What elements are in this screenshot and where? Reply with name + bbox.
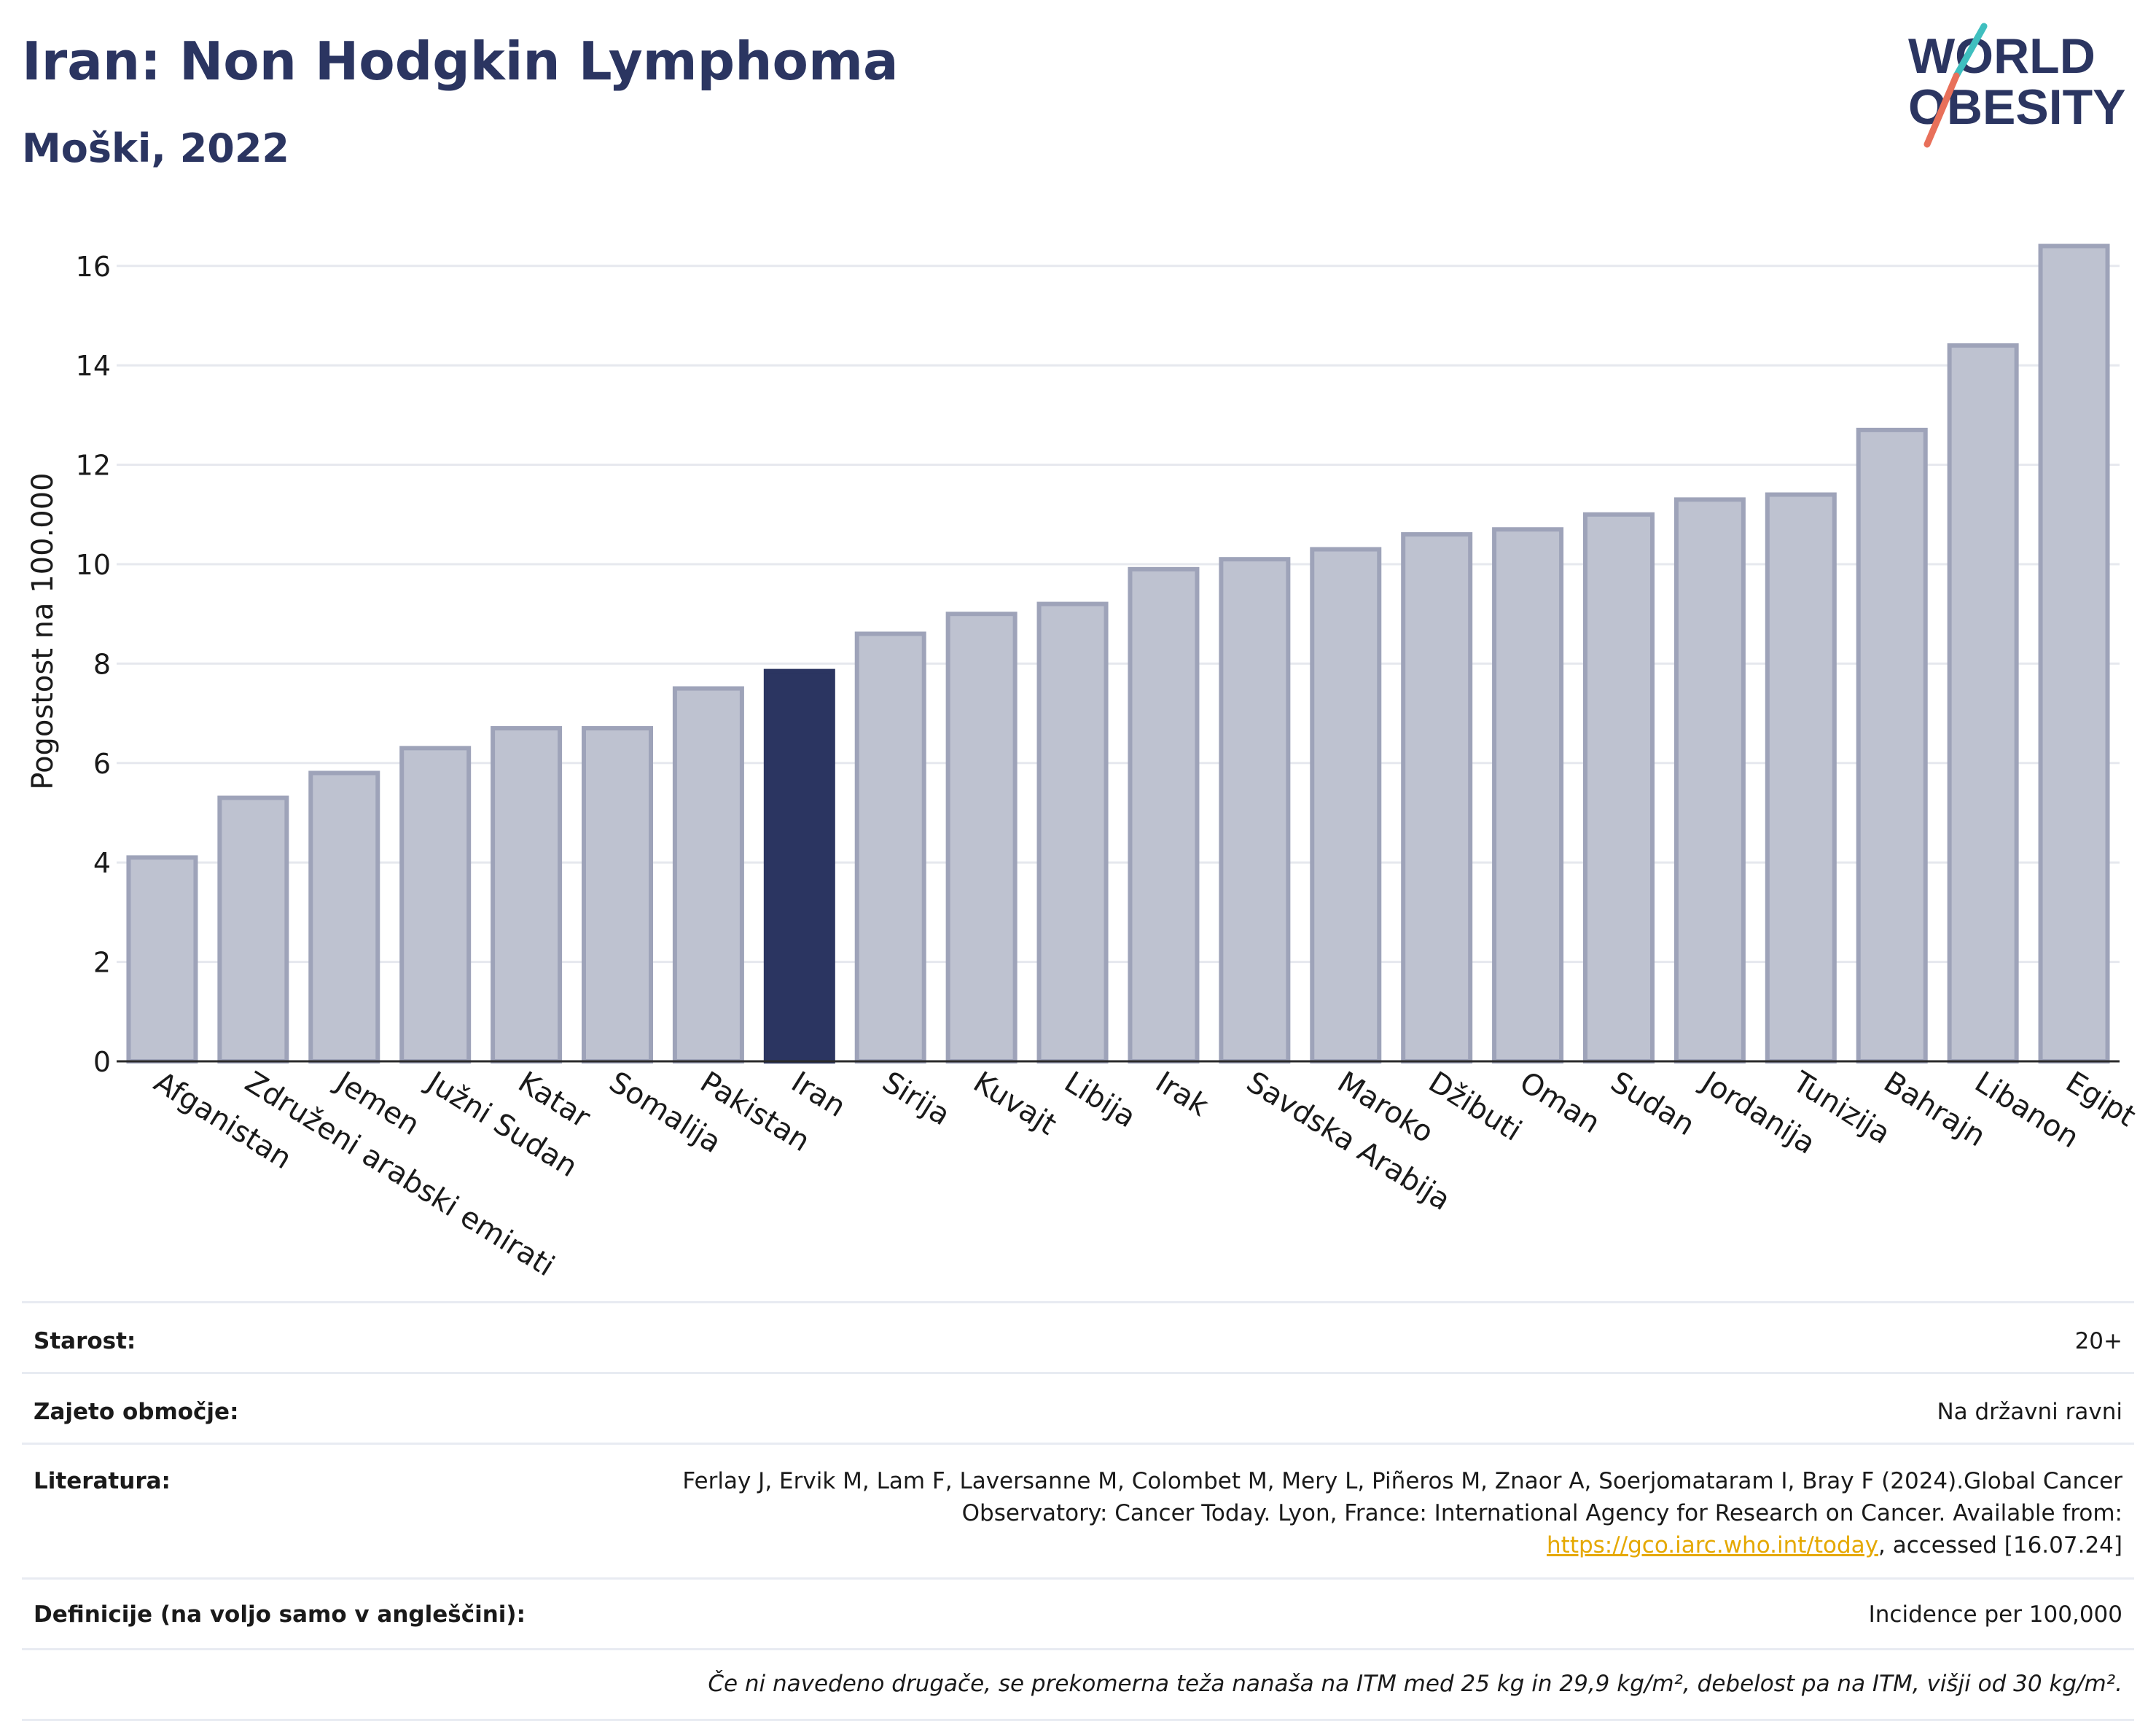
- definitions-value: Incidence per 100,000: [1868, 1601, 2122, 1628]
- x-tick-label: Iran: [786, 1065, 852, 1123]
- bar-libija: [1036, 601, 1109, 1064]
- bar-jordanija: [1673, 497, 1746, 1064]
- literature-link[interactable]: https://gco.iarc.who.int/today: [1547, 1532, 1878, 1558]
- y-tick-label: 4: [93, 847, 111, 879]
- meta-row-note: Če ni navedeno drugače, se prekomerna te…: [22, 1648, 2134, 1721]
- bars: [126, 243, 2110, 1064]
- x-tick-label: Libanon: [1969, 1065, 2085, 1155]
- x-tick-label: Irak: [1149, 1065, 1214, 1123]
- bar-iran: [763, 668, 835, 1064]
- bar-tunizija: [1765, 492, 1837, 1064]
- y-axis-label: Pogostost na 100.000: [26, 472, 60, 789]
- bar-jemen: [308, 770, 380, 1064]
- bar-sirija: [854, 631, 926, 1064]
- x-tick-label: Džibuti: [1423, 1065, 1527, 1147]
- bar-južni-sudan: [399, 746, 472, 1064]
- y-tick-label: 8: [93, 648, 111, 680]
- bar-bahrajn: [1856, 427, 1928, 1064]
- y-ticks: 0 2 4 6 8 10 12 14 16: [76, 251, 111, 1078]
- literature-label: Literatura:: [34, 1468, 171, 1494]
- literature-accessed: , accessed [16.07.24]: [1878, 1532, 2122, 1558]
- x-tick-label: Sirija: [876, 1065, 956, 1132]
- logo-slash-teal: [1953, 23, 1988, 79]
- world-obesity-logo: WORLD OBESITY: [1908, 23, 2126, 148]
- definitions-label: Definicije (na voljo samo v angleščini):: [34, 1601, 526, 1628]
- y-tick-label: 12: [76, 450, 111, 482]
- y-tick-label: 10: [76, 549, 111, 581]
- metadata-table: Starost: 20+ Zajeto območje: Na državni …: [22, 1301, 2134, 1721]
- literature-value: Ferlay J, Ervik M, Lam F, Laversanne M, …: [665, 1465, 2122, 1561]
- meta-row-coverage: Zajeto območje: Na državni ravni: [22, 1372, 2134, 1443]
- bar-sudan: [1583, 512, 1655, 1064]
- page-title: Iran: Non Hodgkin Lymphoma: [22, 31, 899, 92]
- meta-row-definitions: Definicije (na voljo samo v angleščini):…: [22, 1577, 2134, 1648]
- bar-savdska-arabija: [1219, 557, 1291, 1064]
- bar-irak: [1128, 566, 1200, 1064]
- x-tick-label: Bahrajn: [1878, 1065, 1991, 1153]
- meta-row-literature: Literatura: Ferlay J, Ervik M, Lam F, La…: [22, 1443, 2134, 1577]
- bar-maroko: [1310, 547, 1382, 1064]
- logo-slash-coral: [1923, 72, 1960, 148]
- bar-kuvajt: [945, 612, 1018, 1064]
- meta-row-age: Starost: 20+: [22, 1301, 2134, 1372]
- logo-line1: WORLD: [1908, 28, 2096, 84]
- y-tick-label: 2: [93, 947, 111, 979]
- bar-katar: [491, 726, 563, 1064]
- x-tick-label: Sudan: [1605, 1065, 1700, 1142]
- bar-libanon: [1947, 343, 2019, 1064]
- bar-pakistan: [672, 686, 744, 1064]
- y-tick-label: 14: [76, 350, 111, 382]
- x-tick-label: Južni Sudan: [419, 1064, 583, 1184]
- bar-egipt: [2038, 243, 2110, 1064]
- y-tick-label: 16: [76, 251, 111, 283]
- bar-oman: [1492, 527, 1564, 1064]
- bar-džibuti: [1401, 532, 1473, 1064]
- bar-somalija: [582, 726, 653, 1064]
- x-tick-label: Libija: [1058, 1065, 1141, 1134]
- y-tick-label: 0: [93, 1046, 111, 1078]
- x-tick-label: Kuvajt: [967, 1065, 1062, 1142]
- page-subtitle: Moški, 2022: [22, 125, 290, 171]
- coverage-value: Na državni ravni: [1937, 1399, 2122, 1425]
- bar-združeni-arabski-emirati: [217, 795, 289, 1064]
- bar-afganistan: [126, 855, 198, 1064]
- coverage-label: Zajeto območje:: [34, 1399, 239, 1425]
- age-label: Starost:: [34, 1328, 136, 1354]
- y-tick-label: 6: [93, 748, 111, 780]
- x-tick-label: Oman: [1514, 1065, 1606, 1140]
- definition-note: Če ni navedeno drugače, se prekomerna te…: [708, 1671, 2122, 1697]
- age-value: 20+: [2074, 1328, 2122, 1354]
- literature-text: Ferlay J, Ervik M, Lam F, Laversanne M, …: [682, 1468, 2122, 1526]
